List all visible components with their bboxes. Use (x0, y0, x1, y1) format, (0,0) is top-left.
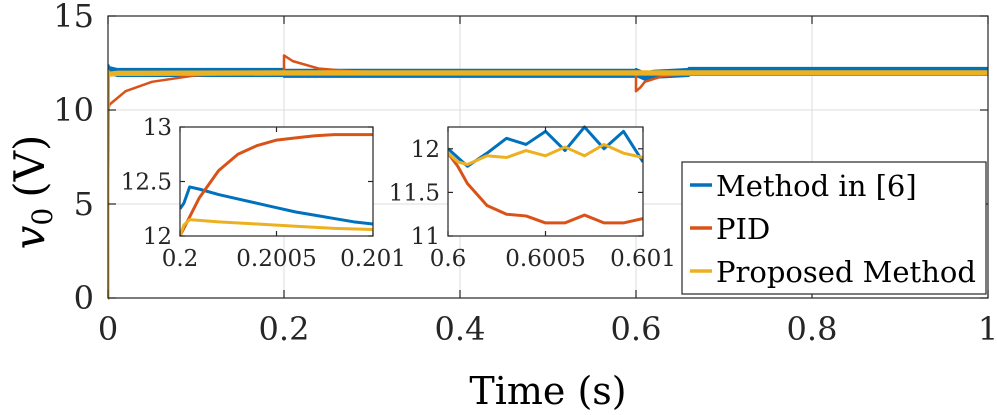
inset-plot-0-2s: 0.2 0.2005 0.201 12 12.5 13 (121, 115, 406, 272)
main-xtick-label-3: 0.6 (611, 310, 662, 348)
inset1-line-pid (180, 133, 373, 237)
main-xtick-label-4: 0.8 (787, 310, 838, 348)
inset1-line-method6 (180, 185, 373, 226)
legend: Method in [6] PID Proposed Method (681, 161, 987, 295)
legend-label-proposed: Proposed Method (716, 255, 976, 289)
main-ytick-label-2: 10 (53, 91, 94, 129)
inset1-xtick-label-1: 0.2005 (236, 246, 316, 272)
inset2-xtick-label-2: 0.601 (610, 246, 676, 272)
inset2-ytick-label-1: 11.5 (389, 180, 440, 206)
inset2-background (448, 127, 643, 236)
main-line-pid (108, 54, 988, 299)
inset1-line-proposed (180, 218, 373, 237)
inset1-xtick-label-2: 0.201 (340, 246, 406, 272)
y-axis-label: v0 (V) (5, 135, 59, 250)
inset2-xtick-label-0: 0.6 (430, 246, 467, 272)
main-ytick-label-3: 15 (53, 0, 94, 35)
inset-plot-0-6s: 0.6 0.6005 0.601 11 11.5 12 (389, 125, 676, 272)
inset2-line-proposed (448, 142, 643, 166)
x-axis-label: Time (s) (469, 369, 626, 413)
main-xtick-label-2: 0.4 (435, 310, 486, 348)
inset1-xtick-label-0: 0.2 (162, 246, 199, 272)
inset1-ytick-label-2: 13 (143, 115, 172, 141)
y-axis-label-sub: 0 (26, 208, 59, 226)
inset2-line-pid (448, 152, 643, 225)
legend-label-method6: Method in [6] (716, 169, 917, 203)
inset1-ytick-label-0: 12 (143, 224, 172, 250)
svg-text:v0(V): v0 (V) (5, 135, 59, 250)
inset2-ytick-label-2: 12 (411, 137, 440, 163)
inset1-ytick-label-1: 12.5 (121, 170, 172, 196)
y-axis-label-main: v (5, 225, 54, 249)
legend-label-pid: PID (716, 212, 770, 246)
main-ytick-label-1: 5 (74, 185, 94, 223)
main-xtick-label-0: 0 (98, 310, 118, 348)
inset2-ytick-label-0: 11 (411, 224, 440, 250)
inset2-xtick-label-1: 0.6005 (505, 246, 585, 272)
main-xtick-label-5: 1 (978, 310, 997, 348)
legend-box (681, 161, 987, 295)
main-frame (107, 15, 989, 299)
y-axis-label-unit: (V) (5, 135, 54, 198)
main-xtick-label-1: 0.2 (259, 310, 310, 348)
main-ytick-label-0: 0 (74, 279, 94, 317)
